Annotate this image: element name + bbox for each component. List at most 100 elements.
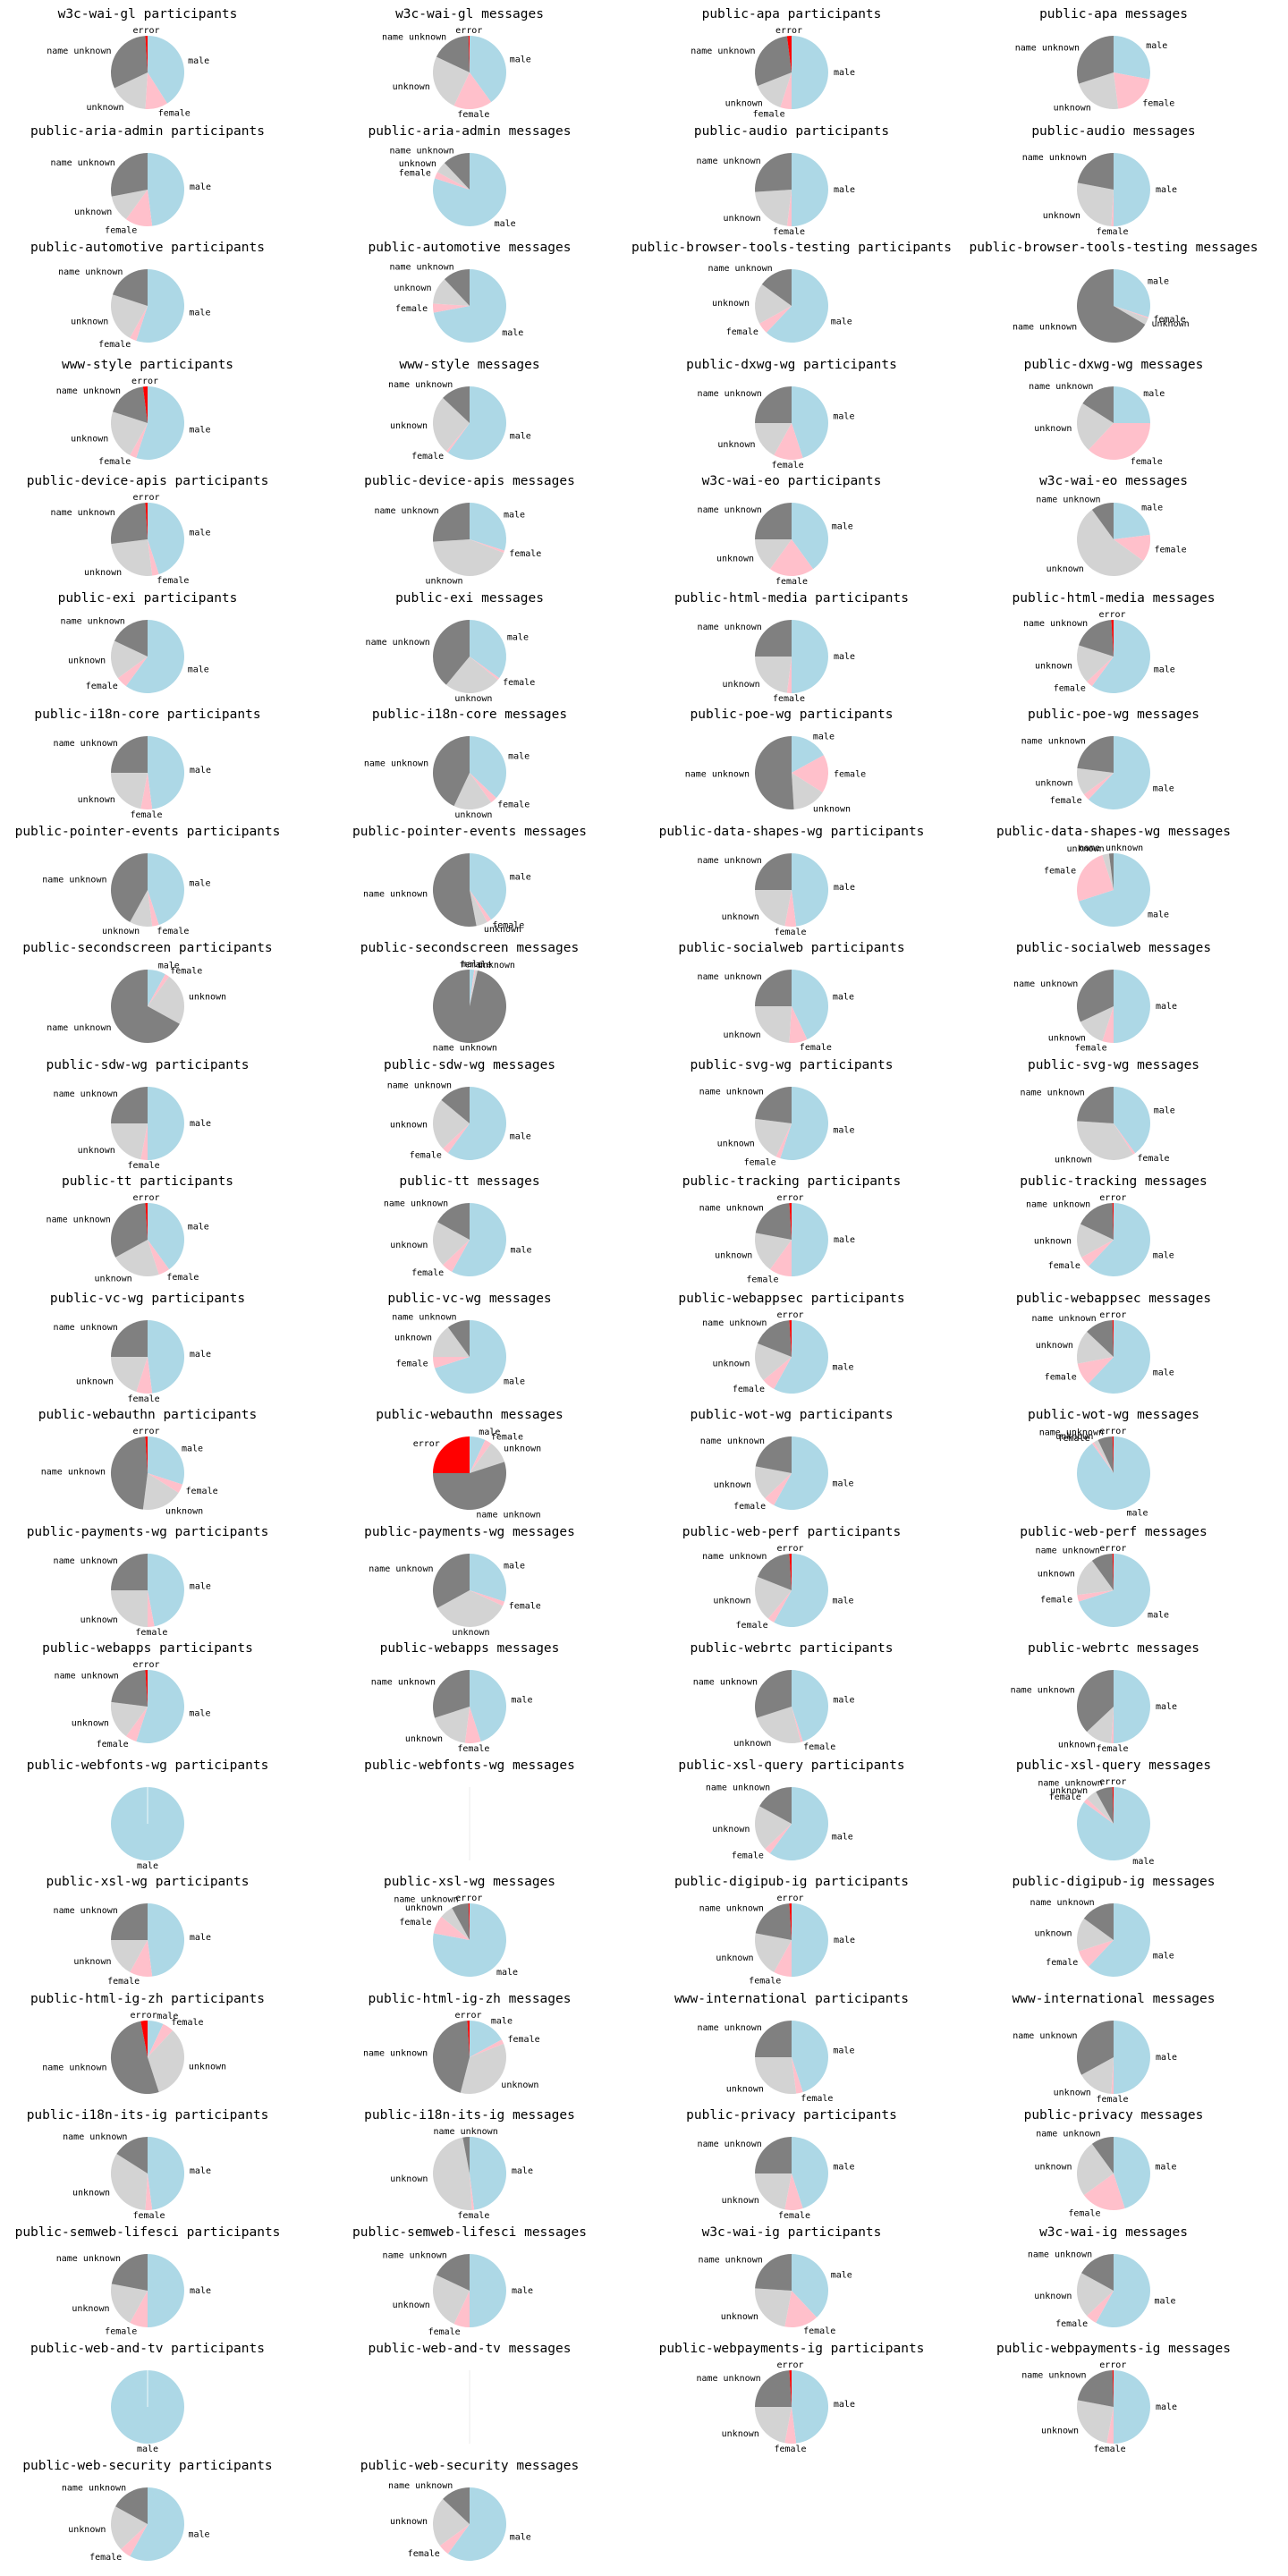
- pie-slice-unknown: [433, 2137, 472, 2210]
- chart-title: public-webfonts-wg participants: [27, 1758, 269, 1773]
- pie-slice-male: [1088, 1903, 1150, 1977]
- slice-label: unknown: [484, 925, 521, 935]
- pie-slice-male: [148, 503, 184, 574]
- pie-slice-female: [1077, 1356, 1114, 1384]
- pie-slice-unknown: [148, 2029, 185, 2092]
- slice-label: male: [188, 56, 209, 66]
- pie-slice-female: [125, 1707, 148, 1741]
- pie-slice-male: [148, 852, 184, 925]
- pie-slice-male: [435, 1319, 507, 1394]
- pie-slice-name-unknown: [432, 852, 477, 927]
- pie-slice-female: [470, 773, 496, 803]
- pie-slice-unknown: [111, 1123, 148, 1159]
- pie-slice-male: [769, 1786, 828, 1860]
- slice-label: female: [157, 926, 189, 936]
- pie-slice-male: [148, 1319, 185, 1394]
- slice-label: female: [1094, 2445, 1126, 2454]
- pie-slice-name-unknown: [1091, 1553, 1114, 1590]
- pie-chart-cell: public-wot-wg messages male female unknown n…: [966, 1401, 1288, 1519]
- slice-label: male: [1153, 784, 1174, 793]
- slice-label: male: [479, 1428, 500, 1437]
- slice-label: name unknown: [1021, 737, 1086, 747]
- slice-label: name unknown: [47, 1023, 111, 1033]
- pie-chart-cell: public-wot-wg participants male female unkn…: [644, 1401, 966, 1517]
- pie-slice-error: [1112, 1203, 1114, 1240]
- pie-slice-name-unknown: [755, 1903, 792, 1940]
- pie-chart: public-pointer-events messages male female…: [352, 825, 587, 935]
- pie-slice-male: [1114, 2020, 1150, 2094]
- chart-title: public-web-security messages: [360, 2459, 579, 2473]
- chart-title: public-socialweb messages: [1016, 941, 1211, 955]
- slice-label: unknown: [78, 1146, 115, 1156]
- chart-title: public-privacy participants: [686, 2108, 897, 2123]
- chart-title: public-dxwg-wg participants: [686, 358, 897, 372]
- chart-title: public-device-apis participants: [27, 474, 269, 488]
- pie-slice-name-unknown: [111, 1903, 148, 1940]
- pie-slice-name-unknown: [757, 1553, 792, 1590]
- chart-title: public-svg-wg messages: [1028, 1058, 1199, 1072]
- slice-label: female: [395, 1359, 428, 1368]
- slice-label: unknown: [1055, 1155, 1092, 1165]
- chart-title: public-webpayments-ig messages: [996, 2342, 1231, 2356]
- pie-chart: public-xsl-wg messages male female unknownn…: [384, 1875, 555, 1978]
- slice-label: unknown: [1034, 2291, 1072, 2301]
- slice-label: name unknown: [708, 264, 772, 274]
- pie-slice-female: [1114, 72, 1150, 109]
- slice-label: male: [1154, 1106, 1175, 1115]
- slice-label: unknown: [724, 214, 761, 224]
- chart-title: public-webapps messages: [380, 1641, 560, 1656]
- pie-slice-name-unknown: [1077, 152, 1114, 190]
- pie-chart-cell: public-sdw-wg participants male female unkn…: [0, 1051, 322, 1171]
- chart-title: public-tracking participants: [682, 1174, 901, 1189]
- chart-title: public-payments-wg participants: [27, 1525, 269, 1539]
- pie-slice-female: [130, 2290, 148, 2327]
- slice-label: male: [508, 751, 530, 761]
- chart-title: public-data-shapes-wg messages: [996, 825, 1231, 839]
- pie-slice-female: [784, 2407, 797, 2445]
- pie-slice-unknown: [1094, 1439, 1114, 1473]
- slice-label: name unknown: [61, 616, 125, 626]
- pie-slice-unknown: [754, 1805, 792, 1849]
- slice-label: male: [1156, 1002, 1177, 1012]
- pie-slice-name-unknown: [113, 269, 148, 306]
- slice-label: name unknown: [699, 1904, 764, 1914]
- pie-chart: public-tt messages male female unknown name …: [384, 1174, 540, 1278]
- pie-slice-female: [769, 1240, 792, 1276]
- slice-label: unknown: [1036, 1340, 1073, 1350]
- pie-slice-name-unknown: [755, 736, 794, 809]
- slice-label: male: [190, 766, 211, 775]
- slice-label: unknown: [102, 927, 140, 936]
- pie-slice-name-unknown: [1108, 852, 1114, 890]
- pie-slice-female: [453, 72, 492, 110]
- pie-chart-cell: public-i18n-core participants male female u…: [0, 700, 322, 820]
- slice-label: female: [1131, 457, 1163, 467]
- slice-label: female: [105, 225, 137, 235]
- pie-chart: public-semweb-lifesci participants male fe…: [15, 2225, 281, 2337]
- pie-chart: public-webauthn participants male female un…: [38, 1408, 257, 1517]
- pie-slice-female: [148, 974, 170, 1006]
- pie-slice-name-unknown: [111, 1553, 148, 1590]
- pie-slice-male: [148, 970, 165, 1006]
- slice-label: male: [834, 2400, 855, 2410]
- slice-label: unknown: [478, 961, 515, 970]
- chart-title: public-automotive participants: [30, 241, 265, 255]
- slice-label: female: [1068, 2209, 1100, 2219]
- chart-title: public-device-apis messages: [364, 474, 575, 488]
- pie-slice-name-unknown: [1082, 386, 1114, 423]
- pie-chart-cell: public-poe-wg messages male female unknown n…: [966, 700, 1288, 817]
- pie-slice-male: [1088, 1319, 1150, 1394]
- pie-chart-cell: public-data-shapes-wg participants male fe…: [644, 818, 966, 937]
- chart-title: public-sdw-wg participants: [47, 1058, 250, 1072]
- pie-slice-unknown: [755, 1576, 792, 1619]
- pie-slice-unknown: [432, 397, 470, 452]
- slice-label: male: [834, 652, 855, 662]
- pie-slice-name-unknown: [447, 1319, 470, 1357]
- slice-label: male: [504, 510, 525, 520]
- pie-slice-unknown: [111, 1940, 148, 1972]
- slice-label: error: [132, 1427, 159, 1436]
- pie-slice-name-unknown: [110, 852, 148, 922]
- pie-chart-cell: www-international participants male female…: [644, 1985, 966, 2104]
- pie-slice-female: [1087, 656, 1114, 686]
- pie-slice-unknown: [437, 162, 470, 190]
- slice-label: unknown: [390, 421, 428, 431]
